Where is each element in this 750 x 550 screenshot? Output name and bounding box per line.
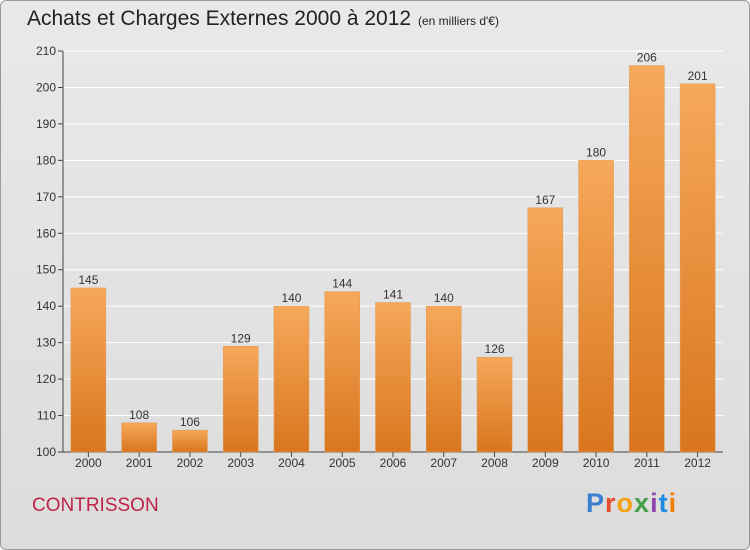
logo-letter: i [668, 488, 678, 518]
x-tick-label-2003: 2003 [227, 456, 254, 470]
y-tick-label: 100 [36, 445, 56, 459]
commune-name: CONTRISSON [32, 495, 159, 516]
data-label-2001: 108 [129, 408, 149, 422]
x-tick-label-2006: 2006 [380, 456, 407, 470]
chart-subtitle: (en milliers d'€) [418, 14, 499, 28]
y-tick-label: 140 [36, 299, 56, 313]
y-tick-label: 150 [36, 263, 56, 277]
data-label-2012: 201 [688, 69, 708, 83]
x-tick-label-2007: 2007 [430, 456, 457, 470]
x-tick-label-2002: 2002 [177, 456, 204, 470]
x-tick-label-2009: 2009 [532, 456, 559, 470]
logo-letter: P [586, 488, 606, 518]
x-tick-label-2011: 2011 [634, 456, 660, 470]
logo-letter: x [634, 488, 651, 518]
data-label-2005: 144 [332, 277, 352, 291]
bar-2010 [578, 160, 614, 453]
bar-2005 [324, 291, 360, 453]
y-tick-label: 210 [36, 44, 56, 58]
data-label-2009: 167 [535, 193, 555, 207]
x-tick-label-2012: 2012 [684, 456, 711, 470]
bars [70, 65, 716, 453]
data-label-2000: 145 [78, 273, 98, 287]
data-label-2007: 140 [434, 291, 454, 305]
logo-letter: i [650, 488, 659, 518]
x-tick-label-2005: 2005 [329, 456, 356, 470]
chart-title: Achats et Charges Externes 2000 à 2012 [27, 7, 412, 30]
x-tick-label-2008: 2008 [481, 456, 508, 470]
x-tick-label-2001: 2001 [126, 456, 153, 470]
data-label-2004: 140 [281, 291, 301, 305]
bar-2007 [426, 305, 462, 453]
y-tick-label: 170 [36, 190, 56, 204]
bar-2011 [629, 65, 665, 453]
logo-letter: o [616, 488, 635, 518]
x-tick-labels: 2000 2001 2002 2003 2004 2005 2006 2007 2008 2009… [75, 456, 711, 470]
bar-2009 [527, 207, 564, 453]
bar-2006 [375, 302, 411, 453]
x-tick-label-2010: 2010 [583, 456, 610, 470]
y-tick-label: 180 [36, 153, 56, 167]
data-label-2010: 180 [586, 145, 606, 159]
data-label-2006: 141 [383, 288, 403, 302]
bar-2012 [679, 83, 716, 453]
y-tick-label: 110 [37, 409, 56, 423]
y-tick-label: 120 [36, 372, 56, 386]
proxiti-logo[interactable]: Proxiti [586, 488, 677, 519]
bar-2002 [172, 429, 208, 453]
bar-2000 [70, 287, 107, 453]
data-label-2002: 106 [180, 415, 200, 429]
x-tick-label-2004: 2004 [278, 456, 305, 470]
y-tick-label: 200 [36, 80, 56, 94]
bar-2004 [273, 305, 310, 453]
data-label-2011: 206 [637, 51, 657, 65]
y-tick-labels: 100 110 120 130 140 150 160 170 180 190 200 210 [36, 44, 56, 459]
bar-2003 [222, 346, 259, 453]
logo-letter: t [658, 488, 669, 518]
data-label-2008: 126 [485, 342, 505, 356]
x-tick-label-2000: 2000 [75, 456, 102, 470]
logo-letter: r [605, 488, 617, 518]
data-label-2003: 129 [231, 331, 251, 345]
y-tick-label: 190 [36, 117, 56, 131]
data-labels: 145 108 106 129 140 144 141 140 126 167 180 206 201 [78, 51, 708, 430]
y-tick-label: 160 [36, 226, 56, 240]
bar-2008 [476, 356, 513, 453]
bar-2001 [121, 422, 157, 453]
y-tick-label: 130 [36, 336, 56, 350]
